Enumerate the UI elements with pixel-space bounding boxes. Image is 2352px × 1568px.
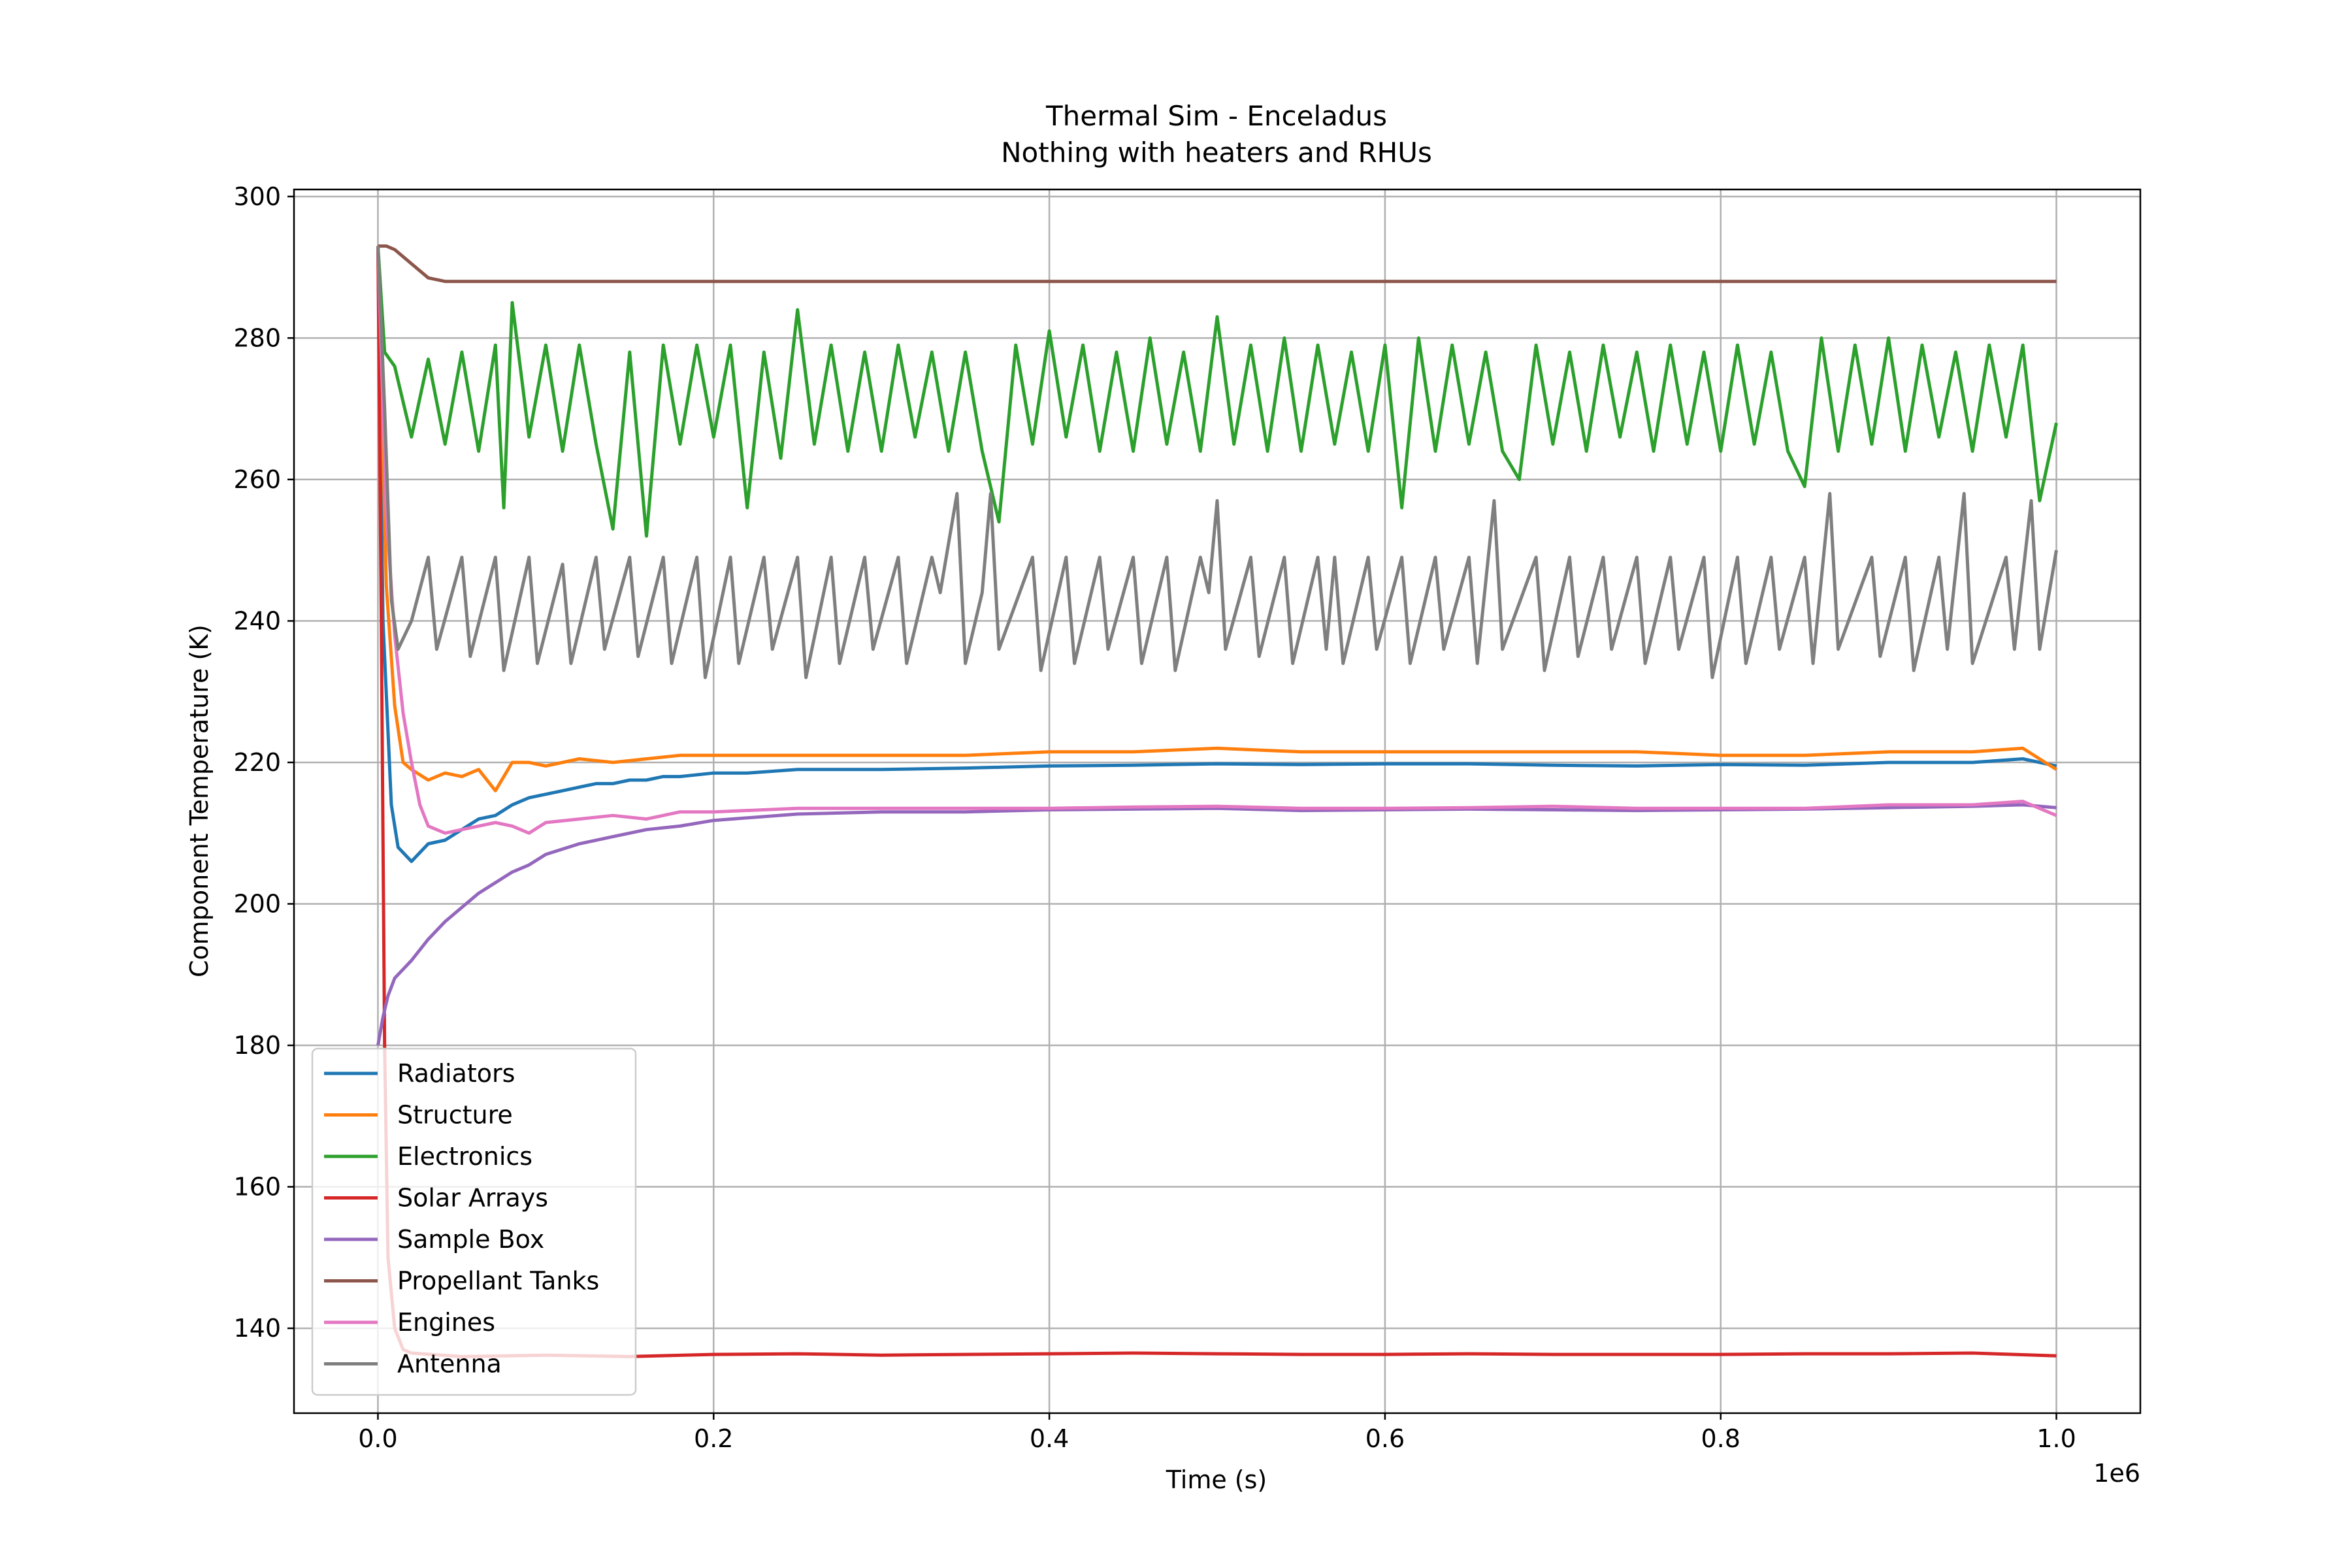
- legend-label: Engines: [397, 1308, 495, 1337]
- legend-label: Antenna: [397, 1350, 502, 1379]
- y-tick-label: 260: [233, 465, 281, 494]
- series-line-electronics: [376, 246, 2058, 538]
- series-line-engines: [376, 246, 2057, 835]
- chart-subtitle: Nothing with heaters and RHUs: [1001, 137, 1432, 169]
- legend-label: Structure: [397, 1101, 513, 1130]
- legend-label: Electronics: [397, 1142, 532, 1171]
- series-line-sample-box: [376, 803, 2057, 1046]
- legend-label: Radiators: [397, 1059, 515, 1088]
- legend-label: Propellant Tanks: [397, 1267, 599, 1296]
- series-line-structure: [376, 246, 2057, 792]
- series-line-radiators: [376, 246, 2057, 863]
- x-tick-label: 0.6: [1365, 1424, 1405, 1453]
- y-tick-label: 280: [233, 323, 281, 352]
- x-tick-label: 0.8: [1701, 1424, 1740, 1453]
- x-tick-label: 0.2: [694, 1424, 733, 1453]
- y-tick-label: 220: [233, 748, 281, 777]
- y-axis-label: Component Temperature (K): [185, 625, 214, 977]
- y-tick-label: 300: [233, 182, 281, 211]
- y-tick-label: 140: [233, 1314, 281, 1343]
- y-tick-label: 180: [233, 1031, 281, 1060]
- series-line-antenna: [376, 246, 2058, 679]
- x-axis-label: Time (s): [1166, 1465, 1267, 1494]
- y-tick-label: 160: [233, 1173, 281, 1201]
- series-lines: [376, 244, 2058, 1358]
- legend: Radiators Structure Electronics Solar Array…: [311, 1047, 637, 1396]
- x-tick-label: 0.4: [1030, 1424, 1069, 1453]
- y-tick-label: 240: [233, 606, 281, 635]
- legend-label: Solar Arrays: [397, 1184, 548, 1213]
- axis-ticks: 0.0 0.2 0.4 0.6 0.8 1.0 140 160 180 200 220 240 260 2…: [233, 182, 2076, 1453]
- legend-box: [311, 1047, 637, 1396]
- y-tick-label: 200: [233, 889, 281, 918]
- chart-title: Thermal Sim - Enceladus: [1045, 100, 1387, 132]
- x-tick-label: 1.0: [2036, 1424, 2076, 1453]
- plot-frame: [293, 188, 2142, 1414]
- x-axis-offset-label: 1e6: [2093, 1459, 2140, 1488]
- legend-label: Sample Box: [397, 1225, 544, 1254]
- series-line-propellant-tanks: [378, 244, 2057, 284]
- x-tick-label: 0.0: [358, 1424, 397, 1453]
